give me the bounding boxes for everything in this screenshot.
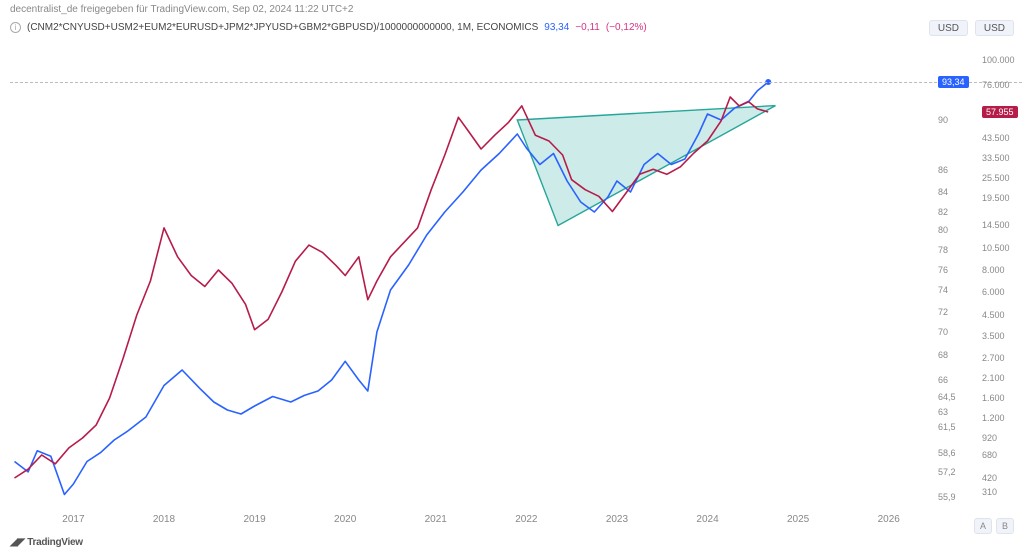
y-axis-right: 310 420 680 920 1.200 1.600 2.100 2.700 3.500 4.5… [982,40,1022,510]
y2-tick: 10.500 [982,243,1010,253]
y1-tick: 58,6 [938,448,956,458]
ab-button-group: A B [974,518,1014,534]
y2-tick: 33.500 [982,153,1010,163]
x-tick: 2018 [153,514,175,525]
x-tick: 2024 [696,514,718,525]
y1-tick: 61,5 [938,422,956,432]
y1-tick: 64,5 [938,392,956,402]
y2-tick: 76.000 [982,80,1010,90]
y2-tick: 420 [982,473,997,483]
x-tick: 2021 [425,514,447,525]
y1-tick: 55,9 [938,492,956,502]
y2-tick: 19.500 [982,193,1010,203]
chart-svg [10,40,934,510]
y1-tick: 76 [938,265,948,275]
triangle-pattern [517,106,775,226]
x-tick: 2022 [515,514,537,525]
y1-tick: 63 [938,407,948,417]
price-tag: 93,34 [938,76,969,88]
current-price-line [10,82,1022,83]
chart-area[interactable] [10,40,934,510]
y1-tick: 70 [938,327,948,337]
x-tick: 2020 [334,514,356,525]
price-tag: 57.955 [982,106,1018,118]
y-axis-left: 55,9 57,2 58,6 61,5 63 64,5 66 68 70 72 74 76 78 80 82… [938,40,978,510]
usd-button-right[interactable]: USD [975,20,1014,36]
tradingview-logo: ◢◤ TradingView [10,537,83,548]
x-tick: 2019 [243,514,265,525]
y2-tick: 43.500 [982,133,1010,143]
y1-tick: 86 [938,165,948,175]
change-abs: −0,11 [575,22,600,33]
layout-a-button[interactable]: A [974,518,992,534]
y2-tick: 680 [982,450,997,460]
x-tick: 2017 [62,514,84,525]
y2-tick: 2.100 [982,373,1005,383]
y2-tick: 3.500 [982,331,1005,341]
symbol-row: i (CNM2*CNYUSD+USM2+EUM2*EURUSD+JPM2*JPY… [10,22,647,33]
x-tick: 2025 [787,514,809,525]
y1-tick: 78 [938,245,948,255]
right-axes: 55,9 57,2 58,6 61,5 63 64,5 66 68 70 72 74 76 78 80 82… [934,40,1022,510]
y1-tick: 80 [938,225,948,235]
info-icon[interactable]: i [10,22,21,33]
usd-button-left[interactable]: USD [929,20,968,36]
y1-tick: 66 [938,375,948,385]
current-value: 93,34 [544,22,569,33]
y2-tick: 310 [982,487,997,497]
y2-tick: 25.500 [982,173,1010,183]
y2-tick: 6.000 [982,287,1005,297]
y1-tick: 74 [938,285,948,295]
y1-tick: 84 [938,187,948,197]
symbol-text: (CNM2*CNYUSD+USM2+EUM2*EURUSD+JPM2*JPYUS… [27,22,538,33]
y2-tick: 2.700 [982,353,1005,363]
y2-tick: 920 [982,433,997,443]
y2-tick: 1.600 [982,393,1005,403]
y2-tick: 4.500 [982,310,1005,320]
y2-tick: 14.500 [982,220,1010,230]
y2-tick: 1.200 [982,413,1005,423]
layout-b-button[interactable]: B [996,518,1014,534]
attribution-text: decentralist_de freigegeben für TradingV… [10,4,353,15]
y2-tick: 100.000 [982,55,1015,65]
y1-tick: 90 [938,115,948,125]
y1-tick: 57,2 [938,467,956,477]
x-tick: 2026 [878,514,900,525]
x-tick: 2023 [606,514,628,525]
x-axis: 2017 2018 2019 2020 2021 2022 2023 2024 2025 2026 [10,514,934,532]
y1-tick: 82 [938,207,948,217]
y2-tick: 8.000 [982,265,1005,275]
y1-tick: 68 [938,350,948,360]
change-pct: (−0,12%) [606,22,647,33]
y1-tick: 72 [938,307,948,317]
